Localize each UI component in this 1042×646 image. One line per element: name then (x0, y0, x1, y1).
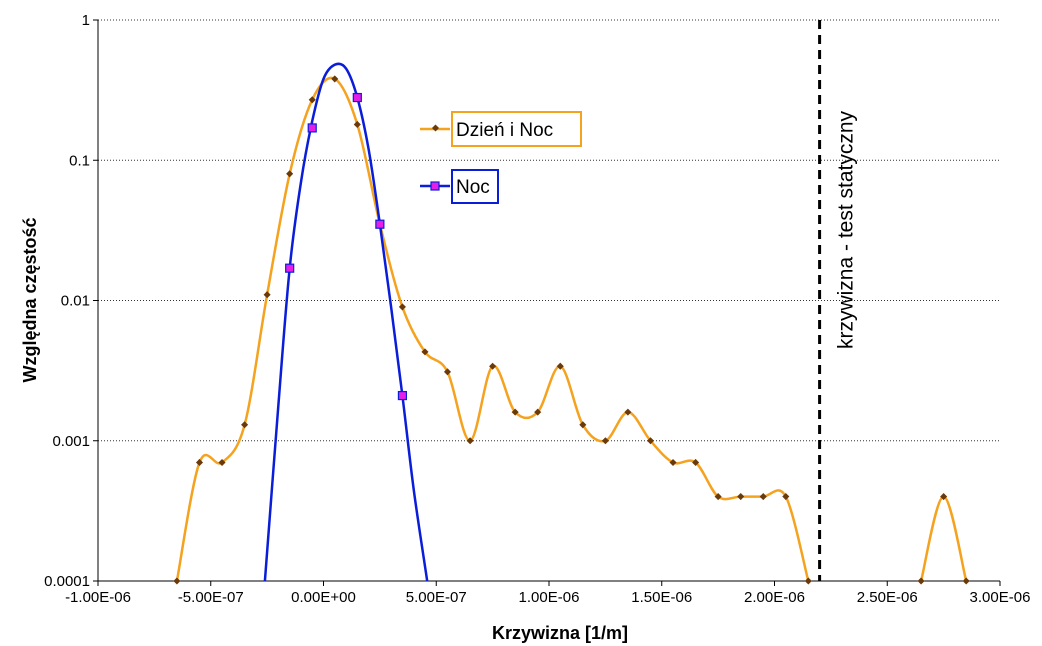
series-1 (917, 493, 970, 585)
grid-lines (98, 19, 1000, 442)
x-tick-label: 2.00E-06 (744, 589, 805, 606)
data-point-diamond (263, 291, 271, 299)
data-point-diamond (646, 437, 655, 445)
x-tick-label: 1.50E-06 (631, 589, 692, 606)
data-point-square (352, 92, 362, 103)
data-point-diamond (195, 458, 204, 467)
legend-item-dzien-i-noc: Dzień i Noc (420, 111, 582, 147)
y-axis-ticks: 0.0001 0.001 0.01 0.1 1 (44, 12, 98, 590)
data-point-diamond (218, 458, 226, 467)
y-tick-label: 1 (82, 12, 90, 29)
data-point-diamond (398, 303, 406, 311)
data-point-diamond (173, 577, 181, 585)
data-point-square (285, 263, 295, 273)
y-tick-label: 0.001 (52, 433, 90, 450)
legend: Dzień i Noc Noc (420, 111, 582, 204)
x-axis-ticks: -1.00E-06 -5.00E-07 0.00E+00 5.00E-07 1.00E-… (65, 581, 1030, 606)
series-0 (173, 75, 812, 585)
legend-label-dzien-i-noc: Dzień i Noc (456, 120, 553, 141)
legend-box-noc (451, 169, 499, 204)
data-point-diamond (466, 437, 474, 445)
data-point-diamond (579, 421, 587, 429)
data-point-diamond (443, 368, 452, 376)
x-tick-label: 1.00E-06 (519, 589, 580, 606)
y-tick-label: 0.1 (69, 152, 90, 169)
x-tick-label: 5.00E-07 (406, 589, 467, 606)
y-tick-label: 0.0001 (44, 573, 90, 590)
data-point-diamond (917, 577, 925, 585)
data-point-diamond (804, 577, 812, 585)
data-point-square (307, 123, 317, 133)
y-axis-title: Względna częstość (20, 217, 40, 382)
y-tick-label: 0.01 (61, 293, 90, 310)
data-point-diamond (308, 96, 316, 104)
data-point-diamond (286, 170, 294, 178)
data-point-diamond (737, 493, 745, 501)
x-tick-label: 3.00E-06 (970, 589, 1031, 606)
legend-marker-noc (430, 181, 440, 191)
legend-item-noc: Noc (420, 169, 499, 204)
data-point-diamond (940, 493, 948, 501)
series-group (173, 62, 970, 585)
x-axis-title: Krzywizna [1/m] (492, 623, 628, 643)
x-tick-label: -1.00E-06 (65, 589, 131, 606)
series-line-dzien-i-noc (919, 495, 968, 582)
data-point-diamond (421, 348, 429, 356)
data-point-diamond (331, 75, 339, 83)
data-point-diamond (714, 493, 722, 501)
reference-line-label: krzywizna - test statyczny (835, 110, 858, 349)
x-tick-label: 0.00E+00 (291, 589, 356, 606)
data-point-diamond (489, 362, 497, 370)
data-point-diamond (962, 577, 970, 585)
x-tick-label: -5.00E-07 (178, 589, 244, 606)
x-tick-label: 2.50E-06 (857, 589, 918, 606)
legend-box-dzien-i-noc (451, 111, 582, 147)
data-point-square (375, 219, 385, 229)
data-point-diamond (241, 421, 249, 429)
data-point-diamond (556, 362, 564, 370)
legend-label-noc: Noc (456, 177, 490, 198)
reference-line-group: krzywizna - test statyczny (818, 20, 858, 581)
data-point-diamond (353, 120, 361, 128)
data-point-diamond (601, 437, 609, 445)
series-line-noc (263, 62, 429, 582)
data-point-diamond (759, 493, 767, 501)
series-2 (263, 62, 429, 582)
legend-marker-dzien-i-noc (431, 124, 440, 132)
data-point-square (397, 390, 408, 401)
